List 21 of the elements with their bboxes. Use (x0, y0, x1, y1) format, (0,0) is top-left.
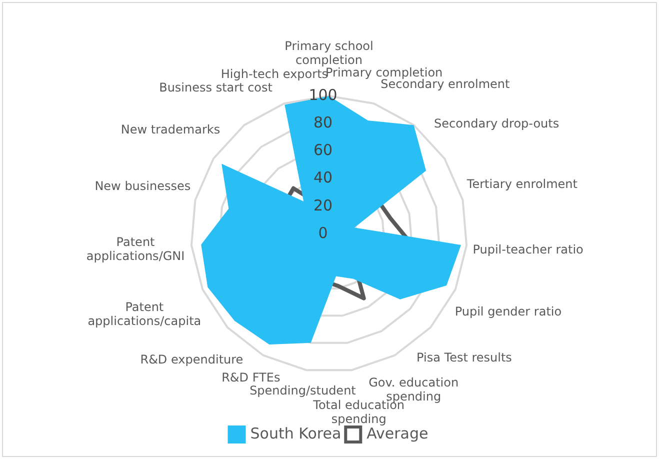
spoke-label: Pupil-teacher ratio (472, 242, 584, 257)
y-tick-label: 0 (318, 224, 328, 242)
spoke-label: Tertiary enrolment (466, 177, 578, 192)
spoke-label: R&D expenditure (140, 352, 244, 367)
spoke-label: Pupil gender ratio (454, 304, 562, 319)
y-tick-label: 20 (313, 196, 333, 214)
legend-label: Average (366, 424, 428, 442)
spoke-label: Pisa Test results (416, 350, 512, 365)
y-tick-label: 60 (313, 141, 333, 160)
y-tick-label: 40 (313, 168, 333, 187)
spoke-label: Primary school completion (284, 39, 374, 68)
spoke-label: Business start cost (159, 80, 273, 95)
spoke-label: Spending/student (250, 384, 356, 398)
spoke-label: New businesses (94, 178, 191, 193)
spoke-label: Patent applications/capita (88, 300, 202, 328)
spoke-label: New trademarks (120, 122, 220, 137)
legend-label: South Korea (250, 424, 342, 442)
spoke-label: Secondary drop-outs (434, 116, 560, 131)
y-tick-label: 80 (313, 113, 333, 132)
spoke-label: R&D FTEs (222, 370, 280, 384)
spoke-label: Patent applications/GNI (86, 235, 185, 264)
